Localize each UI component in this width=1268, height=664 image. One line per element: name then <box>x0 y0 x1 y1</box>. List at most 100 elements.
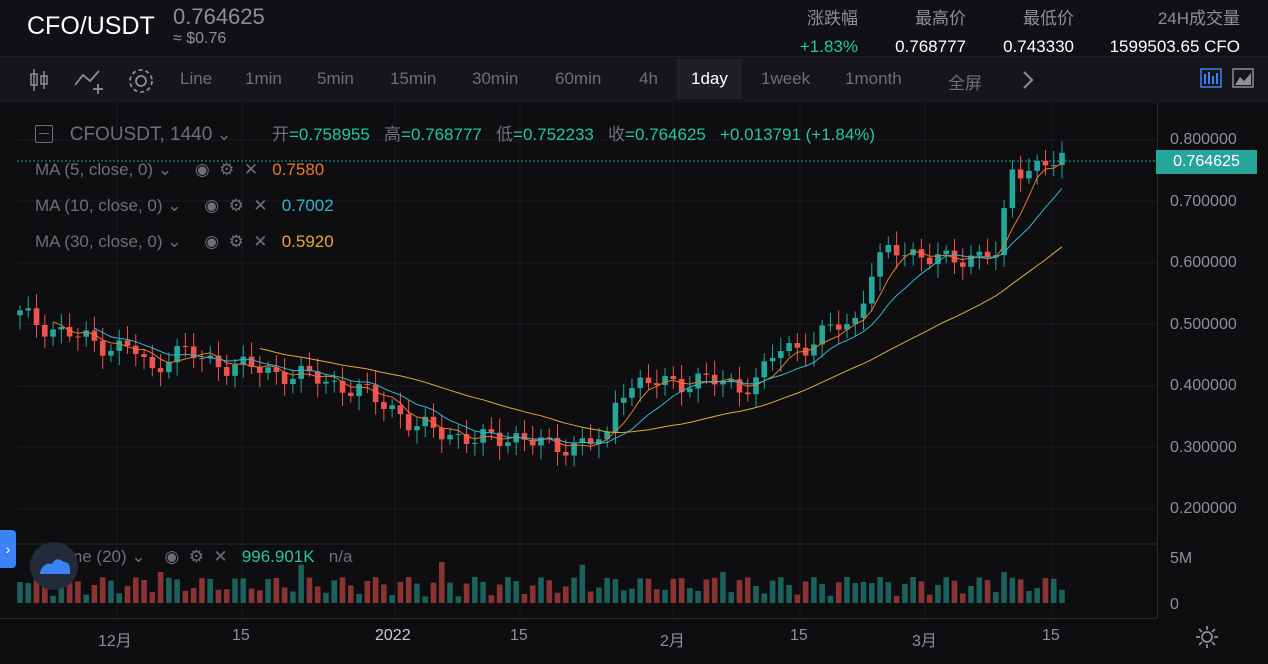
candle-body <box>116 340 123 351</box>
candle-body <box>612 402 619 432</box>
candle-body <box>1042 160 1049 166</box>
low-label: 低 <box>496 125 514 144</box>
close-icon[interactable]: ✕ <box>253 232 268 251</box>
chart-type-bars-icon[interactable] <box>1200 68 1222 93</box>
eye-icon[interactable]: ◉ <box>204 196 220 215</box>
eye-icon[interactable]: ◉ <box>204 232 220 251</box>
gear-icon[interactable]: ⚙ <box>219 160 235 179</box>
volume-bar <box>546 580 553 603</box>
gear-icon[interactable]: ⚙ <box>228 232 244 251</box>
volume-bar <box>695 590 701 603</box>
volume-bar <box>959 593 966 603</box>
candle-body <box>257 366 263 373</box>
volume-bar <box>687 588 693 603</box>
chevron-down-icon[interactable]: ⌄ <box>167 232 182 251</box>
volume-bar <box>215 589 222 603</box>
interval-1month[interactable]: 1month <box>845 69 902 88</box>
volume-bar <box>926 594 933 603</box>
chart-type-area-icon[interactable] <box>1232 68 1254 93</box>
candlestick-chart[interactable] <box>0 103 1157 618</box>
volume-bar <box>951 580 958 603</box>
candle-body <box>306 365 313 372</box>
indicator-add-icon[interactable] <box>73 67 107 100</box>
collapse-icon[interactable] <box>35 124 53 143</box>
interval-15min[interactable]: 15min <box>390 69 437 88</box>
chevron-down-icon[interactable]: ⌄ <box>217 125 232 144</box>
candle-body <box>215 355 222 368</box>
candle-body <box>480 429 486 443</box>
symbol-label: CFOUSDT, 1440 <box>69 124 213 145</box>
chevron-down-icon[interactable]: ⌄ <box>157 160 173 179</box>
candle-body <box>653 383 660 385</box>
interval-30min[interactable]: 30min <box>472 69 519 88</box>
volume-bar <box>1026 590 1032 603</box>
gear-icon[interactable]: ⚙ <box>228 196 244 215</box>
candle-body <box>372 384 379 403</box>
volume-bar <box>1050 578 1057 603</box>
ma-legend-30: MA (30, close, 0) ⌄ ◉ ⚙ ✕ 0.5920 <box>35 232 334 252</box>
candle-body <box>935 254 941 265</box>
price-tick: 0.200000 <box>1170 500 1237 517</box>
candle-body <box>166 362 172 373</box>
candle-body <box>744 392 751 395</box>
volume-bar <box>703 579 710 603</box>
candle-body <box>405 414 412 431</box>
interval-60min[interactable]: 60min <box>555 69 602 88</box>
fullscreen-button[interactable]: 全屏 <box>948 74 982 93</box>
close-icon[interactable]: ✕ <box>243 160 259 179</box>
volume-bar <box>513 581 519 603</box>
volume-bar <box>505 577 511 603</box>
candle-body <box>108 350 114 356</box>
close-icon[interactable]: ✕ <box>253 196 268 215</box>
candle-body <box>563 452 569 456</box>
eye-icon[interactable]: ◉ <box>164 547 180 566</box>
interval-1day[interactable]: 1day <box>677 59 742 99</box>
ma10-line <box>94 187 1063 444</box>
candle-body <box>132 345 139 355</box>
close-icon[interactable]: ✕ <box>213 547 228 566</box>
side-panel-toggle[interactable]: › <box>0 530 16 568</box>
volume-bar <box>347 585 354 603</box>
volume-bar <box>166 577 172 603</box>
time-settings-icon[interactable] <box>1195 625 1219 654</box>
candle-body <box>273 367 280 373</box>
candle-body <box>835 324 842 330</box>
volume-bar <box>364 581 371 603</box>
ma-label: MA (30, close, 0) <box>35 232 163 251</box>
chevron-right-icon[interactable] <box>1020 69 1036 96</box>
volume-bar <box>827 595 834 603</box>
volume-bar <box>290 591 296 603</box>
candle-body <box>720 381 726 385</box>
candlestick-icon[interactable] <box>28 67 50 98</box>
chevron-down-icon[interactable]: ⌄ <box>167 196 182 215</box>
settings-gear-icon[interactable] <box>126 66 156 101</box>
candle-body <box>604 431 610 440</box>
volume-bar <box>83 594 89 603</box>
volume-bar <box>868 583 875 603</box>
candle-body <box>347 392 354 397</box>
interval-1min[interactable]: 1min <box>245 69 282 88</box>
volume-bar <box>563 586 569 603</box>
interval-line[interactable]: Line <box>180 69 213 88</box>
ma30-line <box>259 246 1063 434</box>
chevron-down-icon[interactable]: ⌄ <box>131 547 146 566</box>
volume-bar <box>902 583 908 603</box>
candle-body <box>99 340 106 356</box>
candle-body <box>397 405 404 415</box>
volume-bar <box>1042 578 1049 603</box>
eye-icon[interactable]: ◉ <box>194 160 210 179</box>
interval-4h[interactable]: 4h <box>639 69 658 88</box>
gear-icon[interactable]: ⚙ <box>188 547 204 566</box>
volume-bar <box>480 581 486 603</box>
volume-bar <box>1009 577 1016 603</box>
candle-body <box>223 367 230 376</box>
candle-body <box>438 427 445 440</box>
interval-1week[interactable]: 1week <box>761 69 811 88</box>
candle-body <box>1059 152 1065 166</box>
volume-bar <box>182 590 189 603</box>
volume-bar <box>422 596 429 603</box>
volume-bar <box>769 580 776 603</box>
ma-label: MA (5, close, 0) <box>35 160 154 179</box>
interval-5min[interactable]: 5min <box>317 69 354 88</box>
candle-body <box>579 438 586 443</box>
